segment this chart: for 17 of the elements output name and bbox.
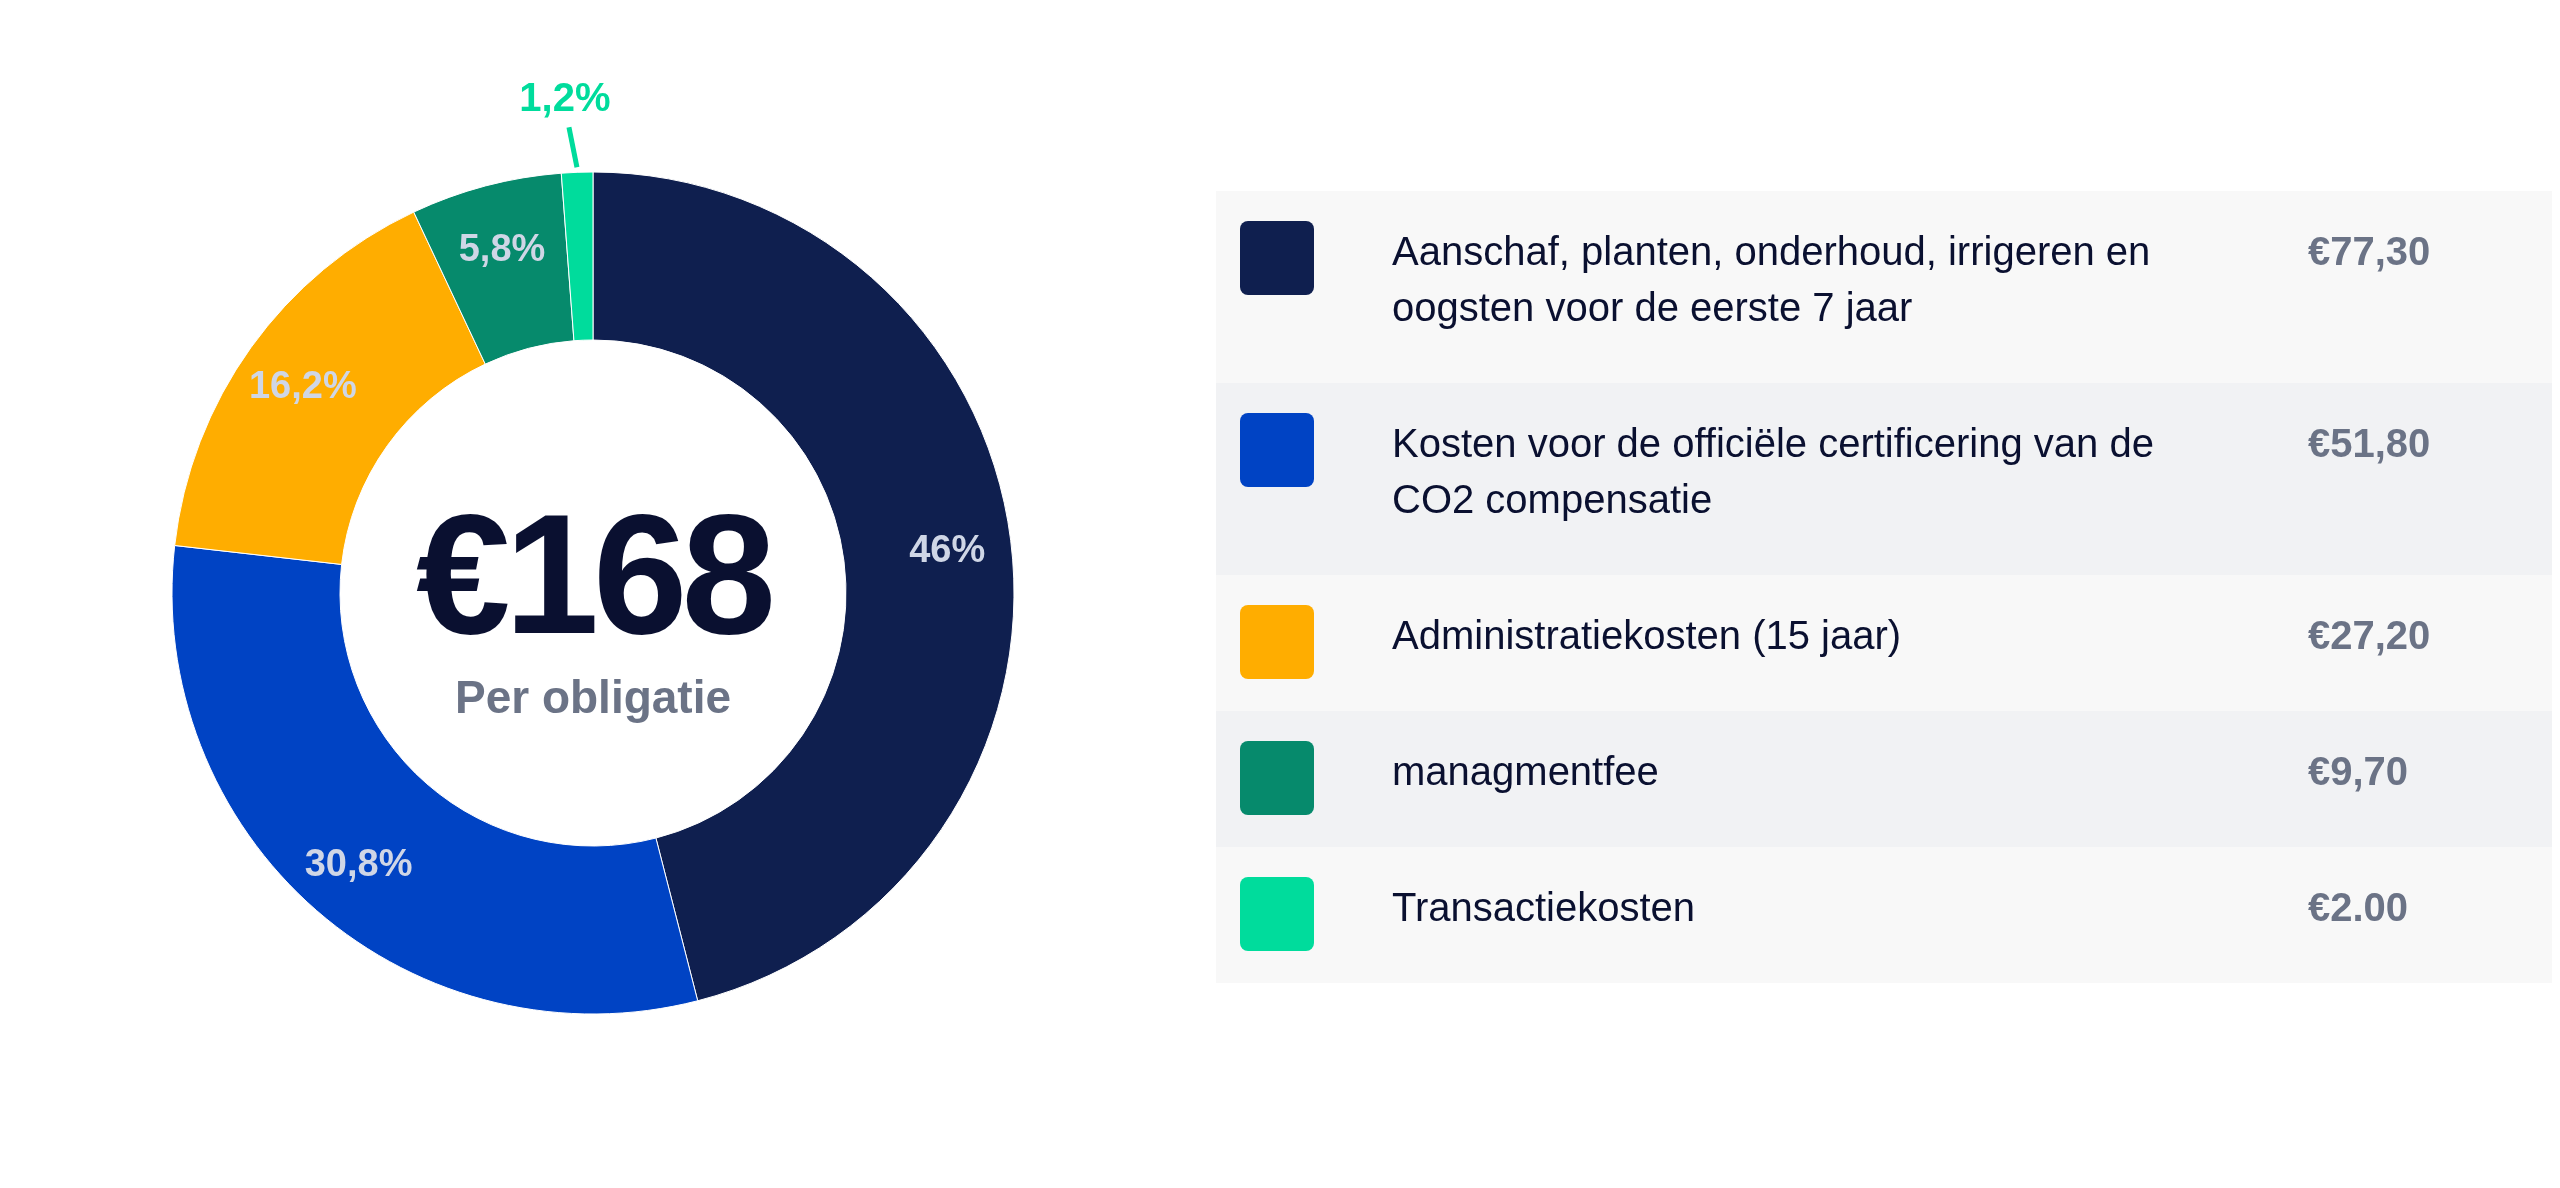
- text: Per obligatie: [454, 671, 732, 723]
- data-label: 1,2%: [519, 75, 611, 120]
- data-label: 16,2%: [248, 364, 357, 407]
- legend-label: Kosten voor de officiële certificering van de CO2 compensatie: [1392, 421, 2154, 521]
- text: €168: [415, 479, 772, 669]
- legend-label: Administratiekosten (15 jaar): [1392, 613, 1902, 657]
- text: €2.00: [2308, 885, 2409, 929]
- legend-label: managmentfee: [1392, 749, 1659, 793]
- text: €51,80: [2308, 421, 2431, 465]
- text: €77,30: [2308, 229, 2431, 273]
- data-label: 5,8%: [458, 227, 546, 270]
- text: €27,20: [2308, 613, 2431, 657]
- legend-label: Aanschaf, planten, onderhoud, irrigeren en oogsten voor de eerste 7 jaar: [1392, 229, 2151, 329]
- text: €9,70: [2308, 749, 2409, 793]
- data-label: 30,8%: [304, 841, 413, 884]
- data-label: 46%: [909, 527, 986, 570]
- legend-label: Transactiekosten: [1392, 885, 1696, 929]
